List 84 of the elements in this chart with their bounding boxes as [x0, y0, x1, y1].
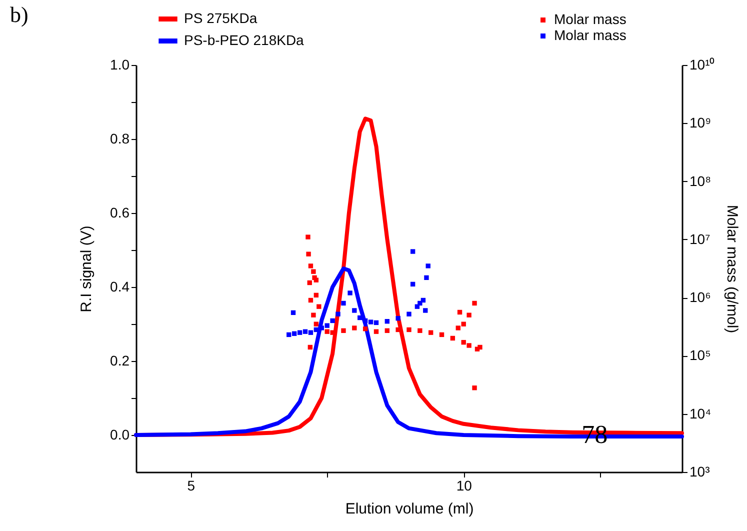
y2-tick-label: 10⁸	[690, 172, 712, 189]
point	[297, 330, 302, 335]
point	[424, 275, 429, 280]
y2-tick-label: 10⁹	[690, 114, 712, 131]
point	[314, 327, 319, 332]
point	[457, 310, 462, 315]
point	[439, 332, 444, 338]
point	[461, 340, 466, 345]
point	[314, 292, 319, 298]
y2-tick-label: 10⁵	[690, 347, 711, 364]
annotation: 78	[582, 420, 608, 449]
point	[374, 320, 379, 326]
x-axis-title: Elution volume (ml)	[345, 500, 474, 518]
point	[478, 344, 482, 350]
y2-tick-label: 10¹⁰	[690, 56, 715, 72]
point	[472, 300, 477, 306]
y-tick-label: 0.6	[110, 204, 130, 220]
point	[308, 330, 314, 335]
y-tick-label: 1.0	[110, 56, 130, 72]
point	[406, 327, 412, 332]
point	[308, 344, 313, 350]
point	[306, 234, 310, 240]
y-tick-label: 0.4	[110, 278, 130, 294]
legend-label: PS 275KDa	[184, 10, 258, 26]
point	[428, 330, 434, 335]
text: b)	[10, 2, 28, 27]
y-tick-label: 0.0	[110, 426, 130, 442]
point	[450, 336, 456, 341]
point	[456, 326, 460, 330]
point	[341, 328, 346, 333]
point	[418, 328, 422, 333]
point	[341, 300, 346, 306]
point	[308, 264, 314, 268]
y-axis-title: R.I signal (V)	[78, 226, 96, 312]
point	[358, 315, 362, 320]
point	[311, 269, 316, 274]
point	[316, 304, 322, 309]
point	[466, 312, 472, 318]
point	[384, 319, 390, 324]
point	[314, 322, 319, 326]
point	[423, 308, 428, 313]
legend-label: PS-b-PEO 218KDa	[184, 32, 304, 48]
point	[466, 343, 472, 348]
point	[292, 331, 297, 336]
point	[426, 264, 430, 268]
point	[324, 329, 330, 334]
point	[396, 316, 400, 321]
point	[374, 329, 379, 334]
y2-tick-label: 10⁷	[690, 230, 710, 247]
point	[368, 320, 374, 324]
y2-tick-label: 10⁶	[690, 289, 711, 306]
point	[302, 329, 308, 334]
legend-label: Molar mass	[554, 27, 626, 43]
point	[384, 328, 390, 333]
point	[330, 318, 335, 324]
point	[307, 280, 312, 286]
x-tick-label: 10	[456, 478, 472, 494]
point	[336, 312, 340, 316]
point	[410, 249, 416, 254]
legend-label: Molar mass	[554, 11, 626, 27]
point	[348, 290, 352, 296]
y2-tick-label: 10⁴	[690, 405, 712, 422]
point	[324, 323, 330, 328]
point	[352, 308, 357, 313]
x-tick-label: 5	[187, 478, 196, 494]
point	[290, 310, 296, 316]
point	[472, 386, 477, 390]
point	[410, 282, 416, 287]
point	[406, 312, 412, 316]
point	[308, 298, 314, 303]
y2-axis-title: Molar mass (g/mol)	[724, 204, 741, 334]
point	[352, 326, 357, 330]
y-tick-label: 0.2	[110, 352, 130, 368]
y-tick-label: 0.8	[110, 130, 130, 146]
point	[314, 278, 319, 282]
point	[286, 332, 292, 338]
point	[362, 318, 368, 324]
point	[420, 298, 426, 303]
y2-tick-label: 10³	[690, 464, 710, 480]
point	[418, 300, 422, 306]
point	[362, 326, 368, 332]
point	[461, 322, 466, 326]
point	[306, 252, 311, 256]
point	[311, 312, 316, 318]
